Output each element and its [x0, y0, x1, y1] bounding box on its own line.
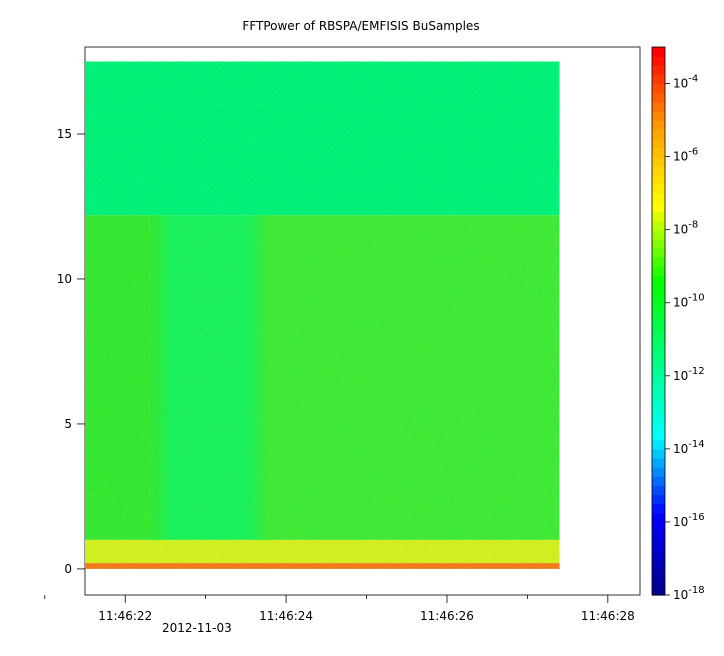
colorbar-band-1 — [652, 576, 665, 587]
colorbar-band-10 — [652, 494, 665, 505]
colorbar-band-34 — [652, 275, 665, 286]
colorbar-band-46 — [652, 165, 665, 176]
colorbar-band-28 — [652, 330, 665, 340]
colorbar-band-22 — [652, 384, 665, 395]
colorbar-band-59 — [652, 47, 665, 57]
colorbar-band-54 — [652, 92, 665, 103]
colorbar-tick-label-5: 10-14 — [673, 439, 705, 456]
colorbar-tick-label-2: 10-8 — [673, 220, 698, 237]
y-axis: 0 5 10 15 — [57, 127, 85, 576]
colorbar-band-16 — [652, 439, 665, 450]
colorbar-band-6 — [652, 531, 665, 541]
colorbar: 10-4 10-6 10-8 10-10 10-12 10-14 10-16 10-18 — [651, 46, 705, 602]
colorbar-band-7 — [652, 521, 665, 532]
colorbar-band-20 — [652, 403, 665, 413]
colorbar-band-4 — [652, 549, 665, 560]
colorbar-tick-label-3: 10-10 — [673, 293, 705, 310]
colorbar-band-26 — [652, 348, 665, 359]
colorbar-band-56 — [652, 74, 665, 85]
heatmap-cells — [85, 61, 560, 569]
colorbar-band-52 — [652, 110, 665, 121]
colorbar-band-37 — [652, 247, 665, 258]
colorbar-band-27 — [652, 339, 665, 349]
colorbar-band-36 — [652, 257, 665, 267]
colorbar-band-51 — [652, 120, 665, 130]
colorbar-band-55 — [652, 83, 665, 94]
colorbar-band-40 — [652, 220, 665, 231]
colorbar-band-14 — [652, 458, 665, 468]
colorbar-band-58 — [652, 56, 665, 66]
colorbar-band-24 — [652, 366, 665, 377]
x-tick-label-1: 11:46:24 — [259, 609, 313, 623]
colorbar-band-25 — [652, 357, 665, 368]
colorbar-band-18 — [652, 421, 665, 432]
colorbar-band-23 — [652, 375, 665, 386]
colorbar-tick-label-1: 10-6 — [673, 147, 698, 164]
x-tick-label-3: 11:46:28 — [581, 609, 635, 623]
colorbar-band-50 — [652, 129, 665, 139]
y-tick-label-3: 15 — [57, 127, 72, 141]
y-tick-label-1: 5 — [64, 417, 72, 431]
colorbar-band-53 — [652, 101, 665, 112]
colorbar-frame — [651, 46, 666, 596]
colorbar-band-31 — [652, 302, 665, 313]
colorbar-band-13 — [652, 467, 665, 477]
colorbar-band-3 — [652, 558, 665, 569]
colorbar-band-29 — [652, 321, 665, 331]
colorbar-band-44 — [652, 184, 665, 194]
colorbar-tick-label-6: 10-16 — [673, 512, 705, 529]
colorbar-band-9 — [652, 503, 665, 514]
x-date-label: 2012-11-03 — [162, 621, 232, 635]
colorbar-band-8 — [652, 512, 665, 523]
colorbar-band-0 — [652, 585, 665, 596]
colorbar-band-39 — [652, 229, 665, 240]
colorbar-band-11 — [652, 485, 665, 496]
colorbar-band-21 — [652, 394, 665, 404]
colorbar-band-48 — [652, 147, 665, 158]
colorbar-band-38 — [652, 238, 665, 249]
colorbar-tick-label-7: 10-18 — [673, 585, 705, 602]
colorbar-band-43 — [652, 193, 665, 203]
colorbar-band-47 — [652, 156, 665, 167]
colorbar-tick-label-0: 10-4 — [673, 74, 698, 91]
colorbar-band-15 — [652, 448, 665, 459]
colorbar-band-33 — [652, 284, 665, 295]
colorbar-band-45 — [652, 174, 665, 185]
colorbar-band-12 — [652, 476, 665, 486]
colorbar-band-19 — [652, 412, 665, 423]
y-tick-label-2: 10 — [57, 272, 72, 286]
colorbar-band-42 — [652, 202, 665, 212]
colorbar-band-5 — [652, 540, 665, 550]
x-tick-label-2: 11:46:26 — [420, 609, 474, 623]
colorbar-tick-label-4: 10-12 — [673, 366, 705, 383]
colorbar-band-41 — [652, 211, 665, 222]
x-axis: 11:46:22 11:46:24 11:46:26 11:46:28 — [44, 595, 635, 623]
colorbar-band-17 — [652, 430, 665, 441]
x-tick-label-0: 11:46:22 — [98, 609, 152, 623]
colorbar-band-57 — [652, 65, 665, 75]
colorbar-band-32 — [652, 293, 665, 304]
colorbar-band-30 — [652, 311, 665, 322]
colorbar-band-35 — [652, 266, 665, 276]
chart-title: FFTPower of RBSPA/EMFISIS BuSamples — [242, 19, 479, 33]
colorbar-band-2 — [652, 567, 665, 578]
y-tick-label-0: 0 — [64, 562, 72, 576]
heatmap-texture — [85, 61, 560, 569]
colorbar-band-49 — [652, 138, 665, 149]
